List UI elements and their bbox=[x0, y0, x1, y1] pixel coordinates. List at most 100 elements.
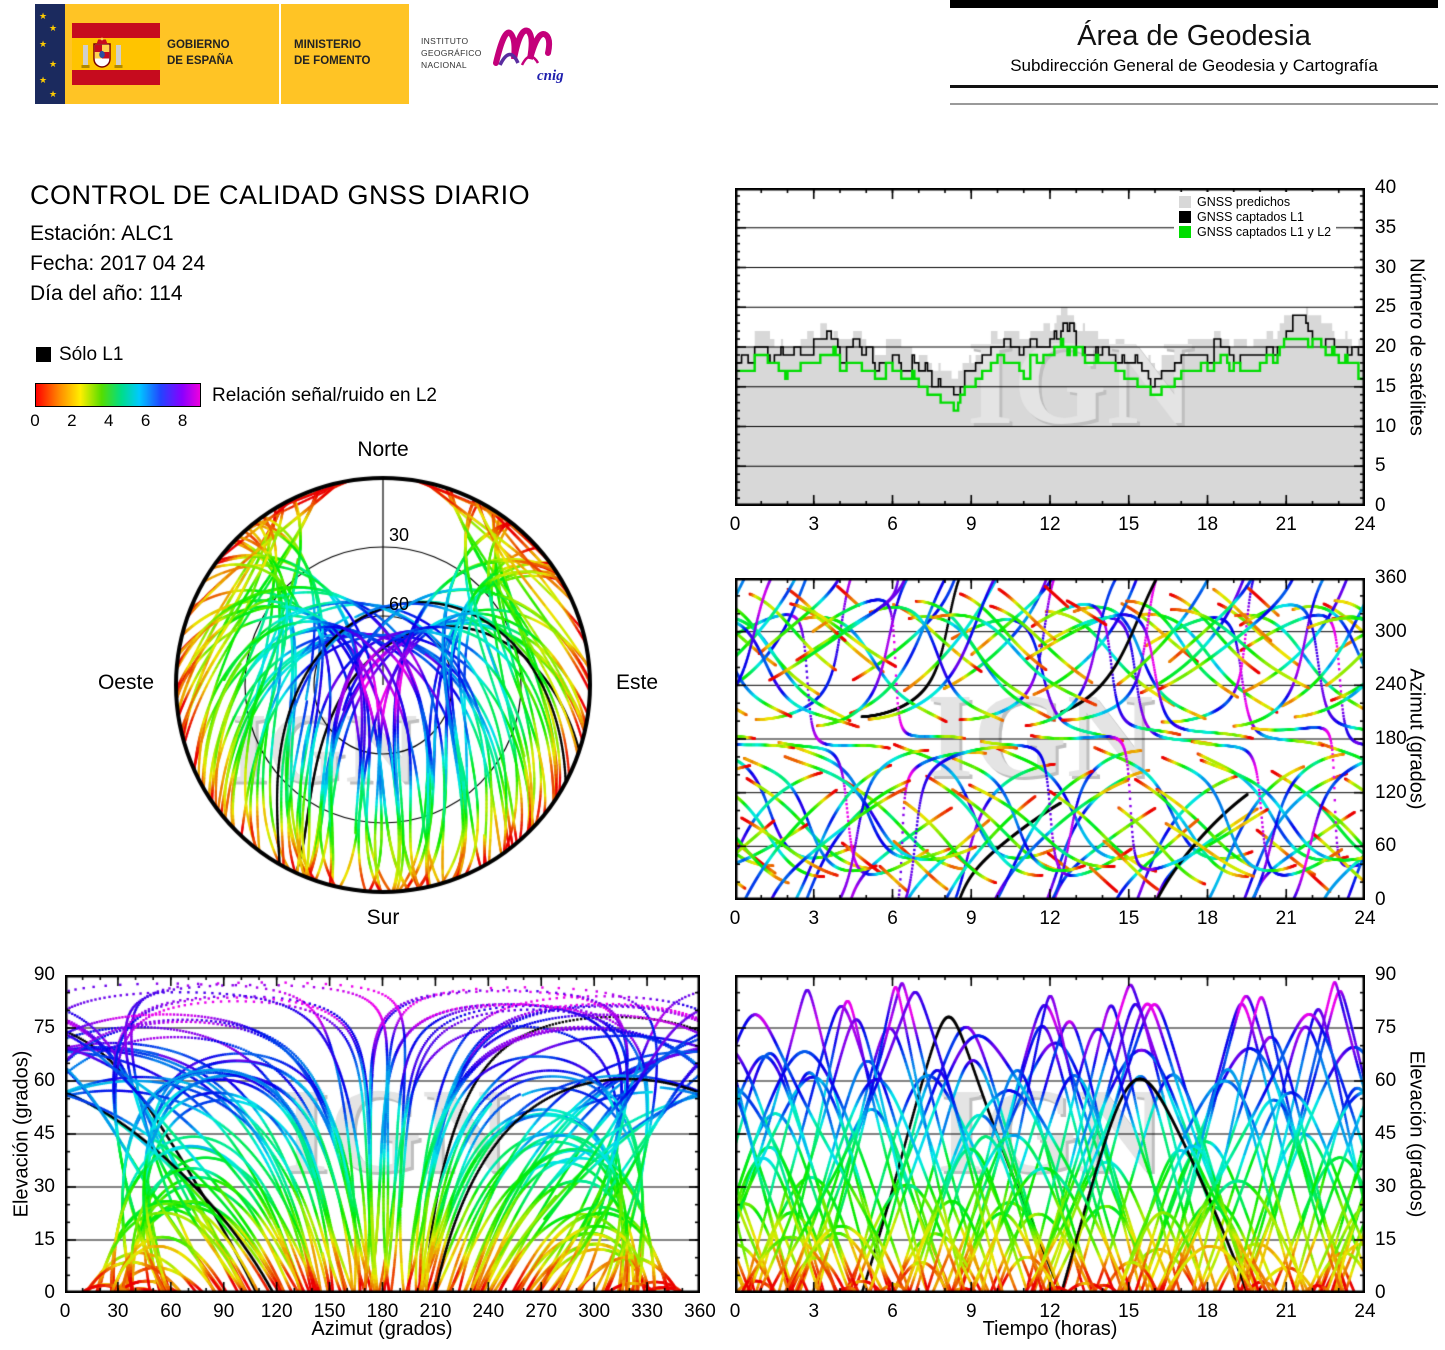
x-tick-label: 210 bbox=[419, 1301, 452, 1322]
y-tick-label: 90 bbox=[33, 964, 55, 985]
header-divider-light bbox=[950, 103, 1438, 105]
x-tick-label: 18 bbox=[1196, 908, 1219, 929]
area-title: Área de Geodesia bbox=[1077, 20, 1311, 52]
x-tick-label: 21 bbox=[1275, 514, 1297, 535]
x-tick-label: 21 bbox=[1275, 1301, 1297, 1322]
x-tick-label: 3 bbox=[808, 514, 820, 535]
legend-label: GNSS predichos bbox=[1197, 195, 1291, 209]
snr-tick-label: 4 bbox=[104, 411, 114, 430]
x-tick-label: 60 bbox=[160, 1301, 182, 1322]
l1-only-label: Sólo L1 bbox=[59, 344, 124, 365]
legend-row: GNSS captados L1 y L2 bbox=[1179, 225, 1331, 239]
y-tick-label: 60 bbox=[1375, 835, 1397, 857]
y-tick-label: 15 bbox=[33, 1229, 55, 1250]
y-tick-label: 10 bbox=[1375, 415, 1397, 437]
y-tick-label: 30 bbox=[1375, 1176, 1397, 1197]
y-tick-label: 25 bbox=[1375, 296, 1397, 318]
azimuth-ylabel: Azimut (grados) bbox=[1405, 668, 1428, 810]
x-tick-label: 9 bbox=[965, 1301, 977, 1322]
geodesia-header: Área de Geodesia Subdirección General de… bbox=[950, 0, 1438, 105]
skyplot-ring-label: 60 bbox=[389, 594, 410, 614]
y-tick-label: 45 bbox=[1375, 1123, 1397, 1144]
elevation-azimuth-xlabel: Azimut (grados) bbox=[311, 1318, 453, 1340]
x-tick-label: 90 bbox=[213, 1301, 235, 1322]
x-tick-label: 240 bbox=[472, 1301, 505, 1322]
x-tick-label: 24 bbox=[1354, 514, 1376, 535]
legend-row: GNSS captados L1 bbox=[1179, 210, 1331, 224]
x-tick-label: 12 bbox=[1039, 908, 1061, 929]
header-divider-dark bbox=[950, 85, 1438, 88]
y-tick-label: 0 bbox=[44, 1282, 55, 1303]
x-tick-label: 330 bbox=[631, 1301, 663, 1322]
x-tick-label: 300 bbox=[578, 1301, 611, 1322]
x-tick-label: 30 bbox=[107, 1301, 129, 1322]
date-label: Fecha: bbox=[30, 252, 95, 275]
station-line: Estación: ALC1 bbox=[30, 222, 174, 246]
x-tick-label: 18 bbox=[1196, 514, 1219, 535]
skyplot-east-label: Este bbox=[616, 671, 659, 694]
y-tick-label: 90 bbox=[1375, 964, 1397, 985]
y-tick-label: 300 bbox=[1375, 620, 1407, 642]
legend-swatch bbox=[1179, 226, 1191, 238]
instituto-text: INSTITUTO GEOGRÁFICO NACIONAL bbox=[421, 36, 482, 70]
station-label: Estación: bbox=[30, 222, 117, 245]
area-subtitle: Subdirección General de Geodesia y Carto… bbox=[1010, 56, 1378, 75]
ministerio-text: MINISTERIO DE FOMENTO bbox=[279, 4, 409, 104]
y-tick-label: 30 bbox=[33, 1176, 55, 1197]
y-tick-label: 20 bbox=[1375, 336, 1397, 357]
x-tick-label: 3 bbox=[808, 908, 820, 929]
snr-tick-label: 8 bbox=[177, 411, 188, 430]
y-tick-label: 45 bbox=[33, 1123, 55, 1144]
snr-label: Relación señal/ruido en L2 bbox=[212, 385, 437, 406]
y-tick-label: 5 bbox=[1375, 455, 1386, 477]
y-tick-label: 240 bbox=[1375, 674, 1407, 696]
x-tick-label: 6 bbox=[887, 514, 898, 535]
gobierno-logo: GOBIERNO DE ESPAÑA MINISTERIO DE FOMENTO… bbox=[35, 4, 566, 104]
y-tick-label: 60 bbox=[33, 1070, 55, 1091]
x-tick-label: 6 bbox=[887, 1301, 898, 1322]
cnig-logo-icon: cnig bbox=[488, 23, 566, 85]
y-tick-label: 15 bbox=[1375, 375, 1397, 397]
ign-block: INSTITUTO GEOGRÁFICO NACIONAL cnig bbox=[409, 4, 566, 104]
snr-tick-label: 6 bbox=[140, 411, 151, 430]
y-tick-label: 60 bbox=[1375, 1070, 1397, 1091]
x-tick-label: 9 bbox=[965, 908, 977, 929]
x-tick-label: 9 bbox=[965, 514, 977, 535]
x-tick-label: 12 bbox=[1039, 1301, 1061, 1322]
x-tick-label: 0 bbox=[59, 1301, 71, 1322]
x-tick-label: 180 bbox=[366, 1301, 399, 1322]
stars-strip-icon bbox=[35, 4, 65, 104]
y-tick-label: 0 bbox=[1375, 889, 1386, 910]
x-tick-label: 6 bbox=[887, 908, 898, 929]
gobierno-text: GOBIERNO DE ESPAÑA bbox=[167, 39, 234, 67]
gobierno-yellow-block: GOBIERNO DE ESPAÑA MINISTERIO DE FOMENTO bbox=[65, 4, 409, 104]
station-value: ALC1 bbox=[121, 222, 174, 245]
y-tick-label: 75 bbox=[33, 1017, 55, 1038]
doy-label: Día del año: bbox=[30, 282, 144, 305]
header-top-bar bbox=[950, 0, 1438, 8]
l1-only-swatch bbox=[36, 347, 51, 362]
x-tick-label: 24 bbox=[1354, 908, 1376, 929]
x-tick-label: 0 bbox=[729, 514, 741, 535]
elevation-time-ylabel: Elevación (grados) bbox=[1405, 1050, 1428, 1218]
legend-label: GNSS captados L1 bbox=[1197, 210, 1305, 224]
x-tick-label: 24 bbox=[1354, 1301, 1376, 1322]
snr-colorbar bbox=[35, 383, 201, 407]
legend-label: GNSS captados L1 y L2 bbox=[1197, 225, 1332, 239]
x-tick-label: 12 bbox=[1039, 514, 1061, 535]
skyplot-canvas bbox=[163, 465, 603, 905]
skyplot-north-label: Norte bbox=[357, 438, 409, 461]
y-tick-label: 30 bbox=[1375, 256, 1397, 278]
y-tick-label: 360 bbox=[1375, 567, 1407, 588]
elevation-azimuth-chart bbox=[65, 975, 700, 1293]
count-chart-legend: GNSS predichos GNSS captados L1 GNSS capta… bbox=[1174, 192, 1337, 242]
azimuth-time-chart bbox=[735, 578, 1365, 900]
skyplot-ring-label: 30 bbox=[389, 525, 410, 545]
legend-row: GNSS predichos bbox=[1179, 195, 1331, 209]
y-tick-label: 35 bbox=[1375, 216, 1397, 238]
x-tick-label: 3 bbox=[808, 1301, 820, 1322]
x-tick-label: 18 bbox=[1196, 1301, 1219, 1322]
x-tick-label: 360 bbox=[684, 1301, 716, 1322]
spain-flag-icon bbox=[65, 4, 167, 104]
